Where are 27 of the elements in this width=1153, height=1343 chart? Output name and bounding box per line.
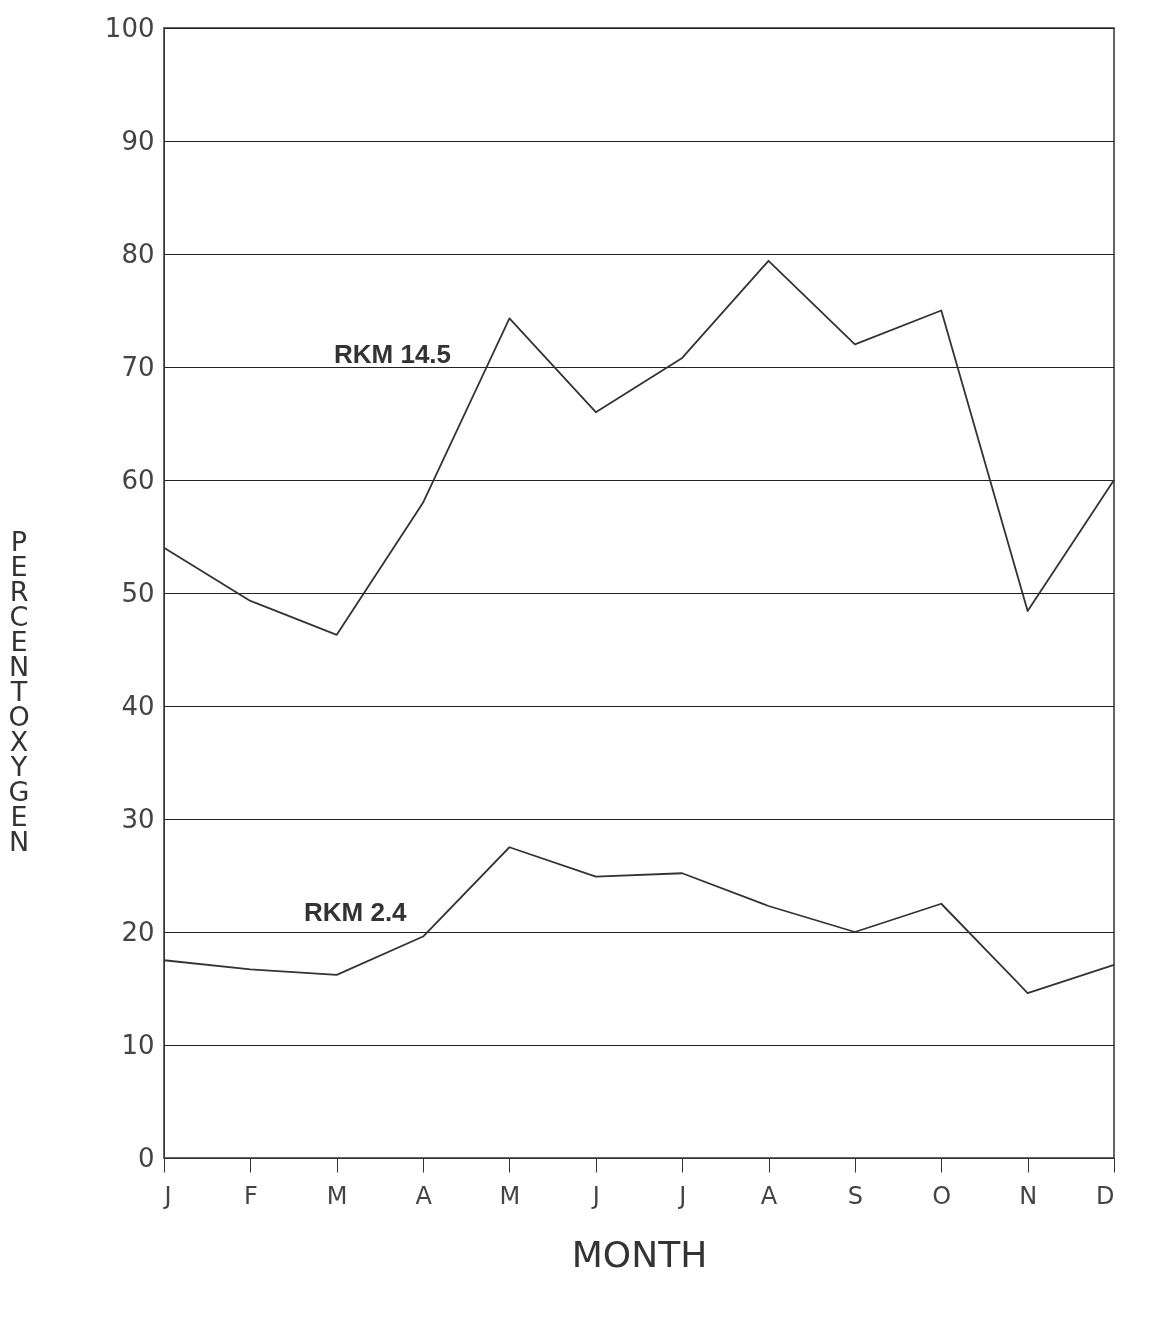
x-tick-label: N bbox=[1019, 1181, 1038, 1210]
y-tick-label: 100 bbox=[104, 12, 155, 43]
x-tick-label: A bbox=[760, 1181, 778, 1210]
x-tick-label: J bbox=[162, 1181, 172, 1210]
x-tick-label: M bbox=[326, 1181, 348, 1210]
x-tick-label: S bbox=[847, 1181, 864, 1210]
x-tick-label: O bbox=[932, 1181, 952, 1210]
x-tick-label: A bbox=[415, 1181, 433, 1210]
series-label: RKM 2.4 bbox=[304, 897, 408, 927]
y-tick-label: 70 bbox=[121, 351, 155, 382]
y-tick-label: 0 bbox=[137, 1142, 155, 1173]
y-tick-label: 60 bbox=[121, 464, 155, 495]
x-tick-label: J bbox=[677, 1181, 687, 1210]
text: PERCENT OXYGEN bbox=[8, 526, 30, 857]
x-tick-label: M bbox=[499, 1181, 521, 1210]
x-tick-label: J bbox=[590, 1181, 600, 1210]
y-tick-label: 30 bbox=[121, 803, 155, 834]
series-label: RKM 14.5 bbox=[334, 339, 452, 369]
y-tick-label: 40 bbox=[121, 690, 155, 721]
x-axis-title: MONTH bbox=[571, 1233, 708, 1275]
y-tick-label: 50 bbox=[121, 577, 155, 608]
x-tick-label: D bbox=[1096, 1181, 1115, 1210]
x-tick-label: F bbox=[243, 1181, 258, 1210]
y-tick-label: 80 bbox=[121, 238, 155, 269]
y-tick-label: 10 bbox=[121, 1029, 155, 1060]
y-tick-label: 90 bbox=[121, 125, 155, 156]
y-tick-label: 20 bbox=[121, 916, 155, 947]
